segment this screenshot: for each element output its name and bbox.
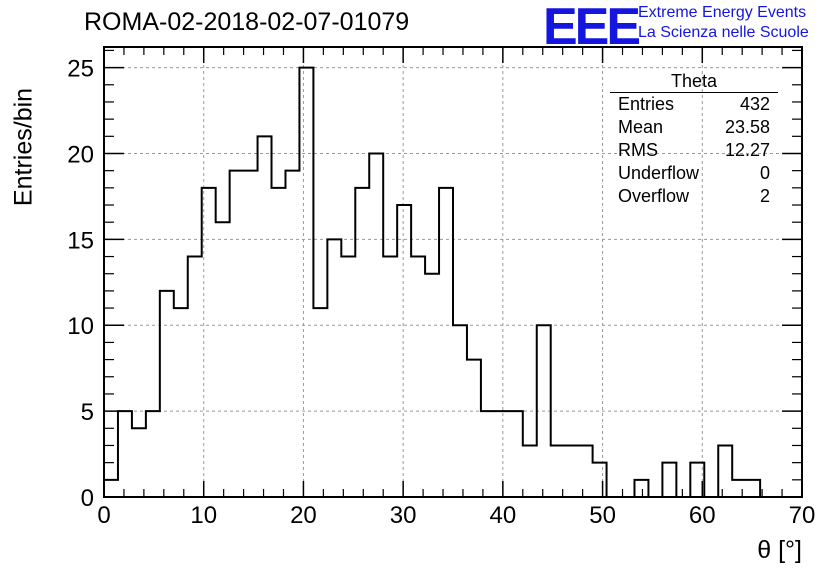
histogram-bin — [355, 188, 369, 497]
histogram-bin — [411, 257, 425, 497]
run-title: ROMA-02-2018-02-07-01079 — [84, 8, 410, 36]
x-tick-label: 50 — [589, 502, 616, 529]
histogram-bin — [495, 411, 509, 497]
histogram-bin — [313, 308, 327, 497]
stats-box: Theta Entries 432 Mean 23.58 RMS 12.27 U… — [610, 70, 778, 208]
histogram-outline — [103, 66, 802, 498]
stats-label: Entries — [618, 94, 675, 114]
stats-value: 432 — [739, 94, 770, 114]
histogram-bin — [118, 411, 132, 497]
stats-row: RMS 12.27 — [610, 139, 778, 162]
stats-value: 23.58 — [724, 117, 770, 137]
x-tick-label: 70 — [789, 502, 816, 529]
histogram-bin — [202, 188, 216, 497]
stats-row: Entries 432 — [610, 93, 778, 116]
y-tick-label: 15 — [67, 227, 94, 254]
plot-frame — [103, 46, 803, 498]
stats-row: Underflow 0 — [610, 162, 778, 185]
x-tick-label: 60 — [689, 502, 716, 529]
logo-subtitle-2: La Scienza nelle Scuole — [638, 24, 809, 41]
y-tick-label: 10 — [67, 313, 94, 340]
x-tick-label: 10 — [190, 502, 217, 529]
axis-ticks — [103, 47, 803, 498]
histogram-bin — [481, 411, 495, 497]
x-axis-label: θ [°] — [757, 536, 802, 564]
stats-label: Overflow — [618, 186, 690, 206]
stats-title: Theta — [610, 70, 778, 93]
histogram-bin — [537, 325, 551, 497]
histogram-bin — [146, 411, 160, 497]
histogram-bin — [425, 274, 439, 497]
histogram-bin — [160, 291, 174, 497]
y-axis-label: Entries/bin — [9, 87, 38, 207]
histogram-bin — [188, 257, 202, 497]
histogram-bin — [104, 480, 118, 497]
histogram-bin — [732, 480, 746, 497]
histogram-bin — [439, 188, 453, 497]
eee-logo: EEE — [543, 0, 641, 56]
x-tick-label: 30 — [390, 502, 417, 529]
histogram-bin — [467, 360, 481, 497]
histogram-bin — [718, 445, 732, 497]
x-tick-label: 20 — [290, 502, 317, 529]
histogram-bin — [453, 325, 467, 497]
stats-value: 12.27 — [724, 140, 770, 160]
stats-value: 0 — [759, 163, 770, 183]
y-tick-label: 25 — [67, 56, 94, 83]
histogram-bin — [369, 153, 383, 497]
histogram-bin — [299, 68, 313, 497]
histogram-bin — [579, 445, 593, 497]
histogram-bin — [230, 171, 244, 497]
histogram-bin — [523, 445, 537, 497]
histogram-bin — [216, 222, 230, 497]
histogram-bin — [593, 463, 607, 497]
histogram-bin — [132, 428, 146, 497]
stats-label: Mean — [618, 117, 664, 137]
histogram-bin — [244, 171, 258, 497]
grid-lines — [104, 47, 802, 497]
histogram-bin — [509, 411, 523, 497]
y-tick-label: 0 — [81, 485, 94, 512]
y-axis-label-box: Entries/bin — [4, 88, 44, 206]
histogram-bin — [634, 480, 648, 497]
stats-label: Underflow — [618, 163, 700, 183]
histogram-bin — [327, 239, 341, 497]
histogram-bin — [746, 480, 760, 497]
stats-row: Overflow 2 — [610, 185, 778, 208]
logo-subtitle-1: Extreme Energy Events — [638, 4, 807, 21]
stats-value: 2 — [759, 186, 770, 206]
stats-label: RMS — [618, 140, 658, 160]
y-tick-label: 20 — [67, 141, 94, 168]
stats-row: Mean 23.58 — [610, 116, 778, 139]
histogram-bin — [258, 136, 272, 497]
y-tick-label: 5 — [81, 399, 94, 426]
x-tick-label: 40 — [490, 502, 517, 529]
histogram-bin — [285, 171, 299, 497]
histogram-bin — [272, 188, 286, 497]
histogram-bin — [383, 257, 397, 497]
x-tick-label: 0 — [97, 502, 110, 529]
histogram-bin — [397, 205, 411, 497]
histogram-bin — [565, 445, 579, 497]
histogram-bin — [174, 308, 188, 497]
histogram-bin — [341, 257, 355, 497]
histogram-bin — [662, 463, 676, 497]
